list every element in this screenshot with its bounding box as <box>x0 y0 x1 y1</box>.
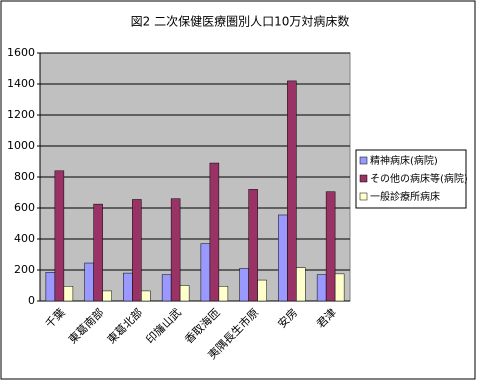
bar <box>257 279 267 302</box>
y-tick-label: 0 <box>28 294 35 307</box>
legend-label: その他の病床等(病院) <box>370 172 468 185</box>
y-tick-label: 200 <box>14 263 35 276</box>
bar <box>296 267 306 302</box>
legend-label: 精神病床(病院) <box>370 154 438 167</box>
legend-box <box>355 149 467 209</box>
bar <box>93 203 103 302</box>
bar <box>200 243 211 302</box>
bar <box>287 80 297 302</box>
legend-label: 一般診療所病床 <box>370 190 440 203</box>
bar <box>123 272 133 302</box>
y-tick-label: 1600 <box>7 46 35 59</box>
bar <box>161 274 172 302</box>
bar <box>132 199 142 302</box>
bar <box>102 290 112 302</box>
bar <box>84 262 94 302</box>
bar <box>141 290 151 302</box>
legend-swatch <box>359 192 368 201</box>
legend-swatch <box>359 174 368 183</box>
y-tick-label: 400 <box>14 232 35 245</box>
bar <box>45 272 56 302</box>
bar <box>63 286 74 302</box>
y-tick-label: 1400 <box>7 77 35 90</box>
legend-swatch <box>359 156 368 165</box>
chart-title: 図2 二次保健医療圏別人口10万対病床数 <box>131 14 350 29</box>
bar <box>278 214 288 302</box>
bar <box>54 170 65 302</box>
y-tick-label: 800 <box>14 170 35 183</box>
bar <box>325 191 336 302</box>
bar <box>170 198 181 302</box>
bar <box>239 268 249 302</box>
y-tick-label: 600 <box>14 201 35 214</box>
bar <box>248 189 258 302</box>
y-tick-label: 1000 <box>7 139 35 152</box>
bar <box>218 286 229 302</box>
bar <box>334 273 345 302</box>
bar <box>209 162 220 302</box>
bar <box>316 274 327 302</box>
y-tick-label: 1200 <box>7 108 35 121</box>
bar <box>179 285 190 302</box>
